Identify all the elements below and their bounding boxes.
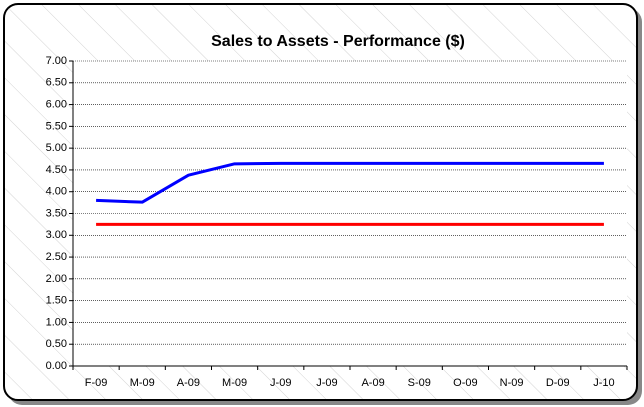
- y-tick-label: 5.50: [46, 120, 67, 132]
- y-tick-label: 4.50: [46, 164, 67, 176]
- y-tick-label: 6.50: [46, 77, 67, 89]
- y-tick-label: 2.00: [46, 273, 67, 285]
- y-tick-label: 0.50: [46, 338, 67, 350]
- y-tick-label: 1.50: [46, 295, 67, 307]
- y-tick-label: 2.50: [46, 251, 67, 263]
- x-tick-label: M-09: [222, 377, 247, 389]
- x-tick-label: J-10: [593, 377, 614, 389]
- x-tick-label: F-09: [85, 377, 108, 389]
- x-tick-label: M-09: [130, 377, 155, 389]
- series-line: [96, 161, 604, 204]
- x-tick-label: D-09: [546, 377, 570, 389]
- chart-title: Sales to Assets - Performance ($): [211, 33, 465, 50]
- x-tick-label: A-09: [177, 377, 200, 389]
- x-tick-label: S-09: [408, 377, 431, 389]
- x-tick-label: N-09: [500, 377, 524, 389]
- x-tick-label: A-09: [361, 377, 384, 389]
- x-tick-label: J-09: [270, 377, 291, 389]
- y-tick-label: 1.00: [46, 316, 67, 328]
- y-tick-label: 6.00: [46, 98, 67, 110]
- y-tick-label: 0.00: [46, 360, 67, 372]
- y-tick-label: 7.00: [46, 55, 67, 67]
- x-tick-label: J-09: [316, 377, 337, 389]
- y-tick-label: 5.00: [46, 142, 67, 154]
- x-tick-label: O-09: [453, 377, 477, 389]
- y-tick-label: 4.00: [46, 186, 67, 198]
- y-tick-label: 3.00: [46, 229, 67, 241]
- y-tick-label: 3.50: [46, 207, 67, 219]
